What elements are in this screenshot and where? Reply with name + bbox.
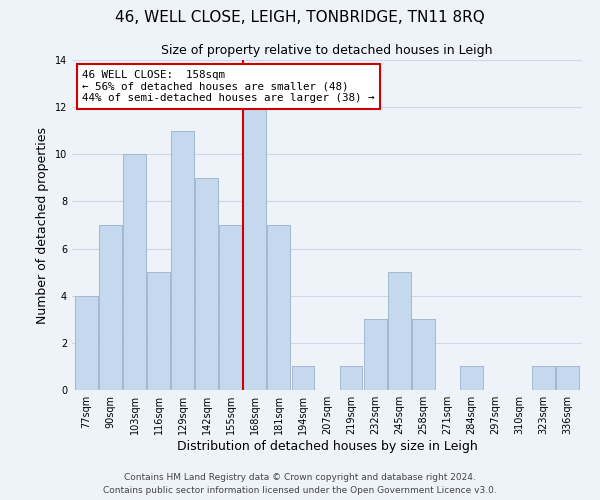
Bar [556,366,579,390]
Bar [388,272,410,390]
Bar [532,366,555,390]
Bar [123,154,146,390]
Bar [99,225,122,390]
Bar [220,225,242,390]
Bar [75,296,98,390]
Text: 46, WELL CLOSE, LEIGH, TONBRIDGE, TN11 8RQ: 46, WELL CLOSE, LEIGH, TONBRIDGE, TN11 8… [115,10,485,25]
Title: Size of property relative to detached houses in Leigh: Size of property relative to detached ho… [161,44,493,58]
Bar [244,107,266,390]
Bar [364,320,386,390]
Text: Contains HM Land Registry data © Crown copyright and database right 2024.
Contai: Contains HM Land Registry data © Crown c… [103,474,497,495]
Bar [292,366,314,390]
Bar [195,178,218,390]
X-axis label: Distribution of detached houses by size in Leigh: Distribution of detached houses by size … [176,440,478,453]
Bar [171,130,194,390]
Text: 46 WELL CLOSE:  158sqm
← 56% of detached houses are smaller (48)
44% of semi-det: 46 WELL CLOSE: 158sqm ← 56% of detached … [82,70,374,103]
Bar [460,366,483,390]
Y-axis label: Number of detached properties: Number of detached properties [36,126,49,324]
Bar [412,320,434,390]
Bar [147,272,170,390]
Bar [340,366,362,390]
Bar [268,225,290,390]
